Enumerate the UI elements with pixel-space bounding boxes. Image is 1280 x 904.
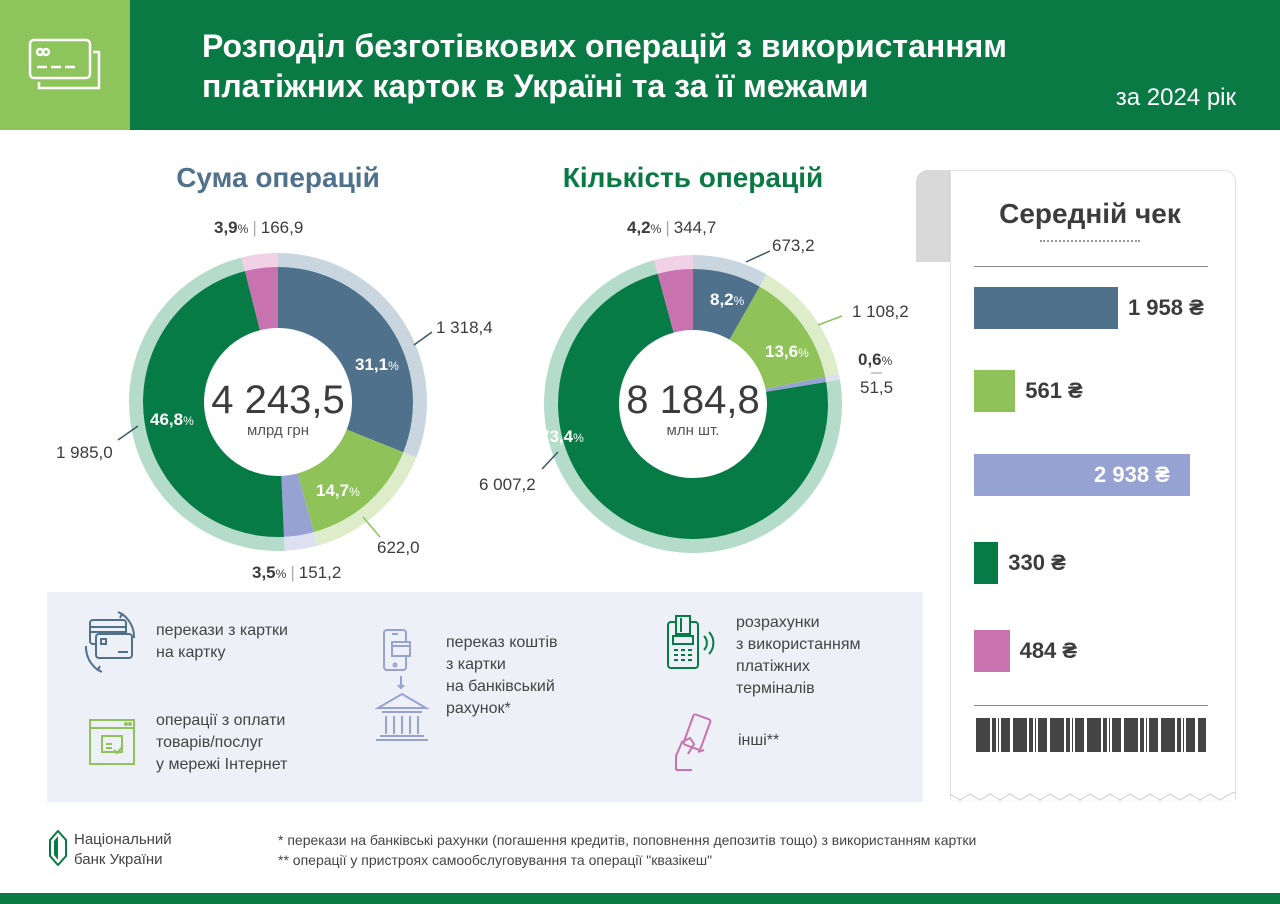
- pos-terminal-icon: [667, 615, 715, 669]
- donut-slice-to_bank_account: [281, 473, 314, 537]
- page-title: Розподіл безготівкових операцій з викори…: [202, 28, 1007, 104]
- donut-slice-other: [244, 267, 278, 331]
- card-transfer-icon: [84, 611, 136, 673]
- count-card-pct: 8,2%: [710, 290, 745, 309]
- count-unit: млн шт.: [666, 422, 720, 439]
- donut-outer-slice-card_to_card: [693, 255, 767, 287]
- legend-terminals: розрахунки з використанням платіжних термін…: [736, 614, 861, 697]
- bar-card_to_card: [974, 287, 1118, 329]
- count-internet-pct: 13,6%: [765, 342, 809, 361]
- browser-payment-icon: [89, 719, 135, 765]
- donut-slice-terminals: [558, 273, 828, 539]
- leader-line: [745, 250, 771, 263]
- bar-other: [974, 630, 1010, 672]
- donut-outer-slice-card_to_card: [278, 253, 427, 458]
- donut-slice-other: [657, 269, 693, 333]
- count-chart-title: Кількість операцій: [562, 162, 824, 193]
- hand-card-icon: [675, 713, 712, 771]
- legend-bank-transfer: переказ коштів з картки на банківський раху…: [446, 634, 558, 717]
- sum-unit: млрд грн: [246, 422, 310, 439]
- count-terminal-value: 6 007,2: [479, 475, 536, 494]
- bar-internet: [974, 370, 1016, 412]
- donut-outer-slice-to_bank_account: [825, 373, 841, 382]
- count-donut: [543, 255, 842, 553]
- bar-value-terminals: 330 ₴: [1008, 550, 1066, 575]
- divider: [974, 266, 1208, 267]
- sum-bank-label: 3,5% | 151,2: [252, 563, 342, 582]
- donut-outer-slice-internet: [759, 274, 839, 377]
- average-check-title: Середній чек: [999, 198, 1181, 229]
- count-total: 8 184,8: [626, 378, 760, 422]
- donut-outer-slice-internet: [313, 452, 417, 546]
- sum-internet-value: 622,0: [377, 538, 420, 557]
- bar-value-card_to_card: 1 958 ₴: [1127, 295, 1204, 320]
- leader-line: [817, 315, 843, 326]
- donut-slice-to_bank_account: [765, 376, 827, 392]
- sum-chart-title: Сума операцій: [176, 162, 380, 193]
- leader-line: [117, 425, 139, 441]
- payment-cards-icon: [28, 38, 101, 90]
- receipt-zigzag-edge: [950, 792, 1236, 801]
- count-other-label: 4,2% | 344,7: [627, 218, 717, 237]
- sum-other-label: 3,9% | 166,9: [214, 218, 304, 237]
- count-bank-value: 51,5: [860, 378, 894, 397]
- donut-outer-slice-to_bank_account: [284, 532, 318, 551]
- count-terminal-pct: 73,4%: [540, 427, 584, 446]
- nbu-logo-icon: [49, 830, 67, 866]
- donut-slice-card_to_card: [278, 267, 413, 453]
- nbu-logo-text: Національний банк України: [74, 831, 172, 868]
- donut-slice-terminals: [143, 271, 285, 537]
- leader-line: [362, 516, 381, 538]
- legend-internet: операції з оплати товарів/послуг у мережі …: [156, 712, 288, 773]
- legend-other: інші**: [738, 732, 780, 749]
- header-banner: [0, 0, 1280, 130]
- divider: [974, 705, 1208, 706]
- legend: [47, 592, 923, 802]
- header-icon-box: [0, 0, 130, 130]
- sum-card-value: 1 318,4: [436, 318, 493, 337]
- sum-total: 4 243,5: [211, 378, 345, 422]
- receipt-tag: [916, 170, 952, 262]
- donut-slice-card_to_card: [693, 269, 760, 340]
- leader-line: [541, 451, 559, 470]
- barcode: [976, 718, 1206, 752]
- bar-value-other: 484 ₴: [1019, 638, 1078, 663]
- sum-terminal-value: 1 985,0: [56, 443, 113, 462]
- bar-value-to_bank_account: 2 938 ₴: [1094, 462, 1170, 487]
- bottom-bar: [0, 893, 1280, 904]
- donut-slice-internet: [729, 286, 826, 390]
- leader-line: [413, 331, 433, 346]
- sum-terminal-pct: 46,8%: [150, 410, 194, 429]
- bar-to_bank_account: [974, 454, 1190, 496]
- donut-slice-internet: [297, 429, 404, 533]
- phone-to-bank-icon: [374, 629, 430, 741]
- donut-outer-slice-other: [654, 255, 693, 274]
- sum-card-pct: 31,1%: [355, 355, 399, 374]
- footnotes: * перекази на банківські рахунки (погаше…: [278, 832, 977, 868]
- count-card-value: 673,2: [772, 236, 815, 255]
- sum-donut: [129, 253, 427, 551]
- count-bank-pct: 0,6%: [858, 350, 893, 369]
- donut-charts: [117, 250, 882, 553]
- bar-terminals: [974, 542, 999, 584]
- dotted-divider: [1040, 240, 1140, 242]
- count-internet-value: 1 108,2: [852, 302, 909, 321]
- donut-outer-slice-other: [241, 253, 278, 272]
- leader-lines: [117, 250, 882, 538]
- sum-internet-pct: 14,7%: [316, 481, 360, 500]
- bar-value-internet: 561 ₴: [1025, 378, 1083, 403]
- legend-card-to-card: перекази з картки на картку: [156, 622, 288, 661]
- period-label: за 2024 рік: [1115, 84, 1236, 111]
